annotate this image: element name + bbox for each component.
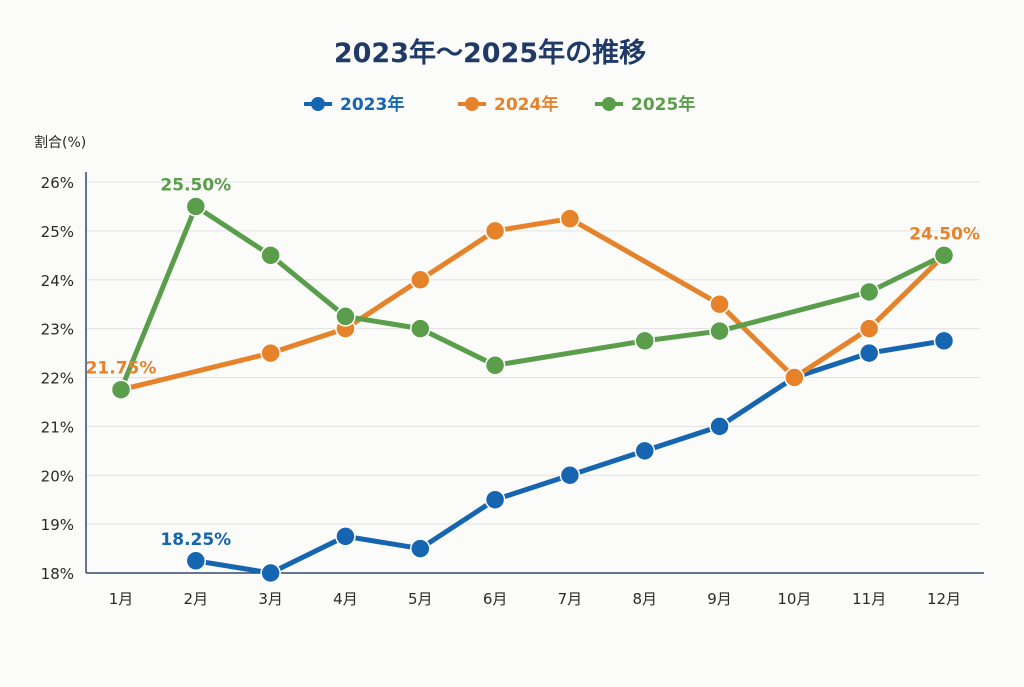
- legend-marker: [602, 97, 616, 111]
- legend: 2023年 2024年 2025年: [304, 94, 695, 115]
- x-tick-label: 6月: [483, 590, 508, 608]
- data-point: [410, 269, 431, 290]
- y-tick-labels: 18% 19% 20% 21% 22% 23% 24% 25% 26%: [41, 174, 74, 583]
- data-point: [484, 489, 506, 510]
- series-line: [193, 338, 947, 576]
- x-tick-label: 12月: [927, 590, 961, 608]
- x-tick-label: 3月: [258, 590, 283, 608]
- series-line: [118, 216, 947, 393]
- y-tick-label: 19%: [41, 516, 74, 534]
- data-point: [709, 416, 730, 437]
- y-tick-label: 18%: [41, 565, 74, 583]
- data-point: [634, 330, 655, 352]
- data-point: [484, 220, 506, 242]
- data-point: [410, 538, 431, 559]
- data-point: [559, 208, 581, 229]
- data-point: [185, 196, 207, 217]
- data-point: [634, 440, 655, 462]
- data-point: [858, 318, 880, 339]
- x-tick-label: 4月: [333, 590, 358, 608]
- x-tick-label: 7月: [558, 590, 583, 608]
- data-label: 24.50%: [909, 224, 980, 244]
- data-point: [260, 562, 281, 584]
- y-tick-label: 24%: [41, 272, 74, 290]
- x-tick-label: 11月: [852, 590, 886, 608]
- y-tick-label: 23%: [41, 321, 74, 339]
- legend-item-1: 2023年: [304, 94, 404, 115]
- y-axis-label: 割合(%): [34, 134, 86, 151]
- series-line: [118, 203, 947, 393]
- data-point: [933, 330, 955, 352]
- data-point: [335, 306, 356, 327]
- legend-marker: [311, 97, 325, 111]
- data-label: 18.25%: [160, 530, 231, 550]
- legend-item-3: 2025年: [595, 94, 695, 115]
- y-tick-label: 22%: [41, 370, 74, 388]
- y-tick-label: 21%: [41, 418, 74, 436]
- legend-label: 2025年: [631, 94, 695, 115]
- data-point: [784, 367, 805, 388]
- x-tick-label: 5月: [408, 590, 433, 608]
- x-tick-labels: 1月 2月 3月 4月 5月 6月 7月 8月 9月 10月 11月 12月: [109, 590, 961, 608]
- data-label: 25.50%: [160, 175, 231, 195]
- data-point: [185, 550, 207, 572]
- data-point: [559, 465, 581, 486]
- data-point: [709, 320, 730, 342]
- series-1: [185, 330, 955, 584]
- axes: [85, 172, 984, 574]
- legend-label: 2023年: [340, 94, 404, 115]
- legend-item-2: 2024年: [458, 94, 558, 115]
- data-point: [260, 342, 281, 364]
- y-tick-label: 20%: [41, 467, 74, 485]
- data-point: [484, 355, 506, 376]
- y-tick-label: 26%: [41, 174, 74, 192]
- x-tick-label: 2月: [184, 590, 209, 608]
- data-point: [858, 342, 880, 364]
- data-point: [335, 526, 356, 547]
- data-labels: 25.50% 21.75% 18.25% 24.50%: [86, 175, 980, 549]
- series-lines: [110, 196, 955, 584]
- data-point: [110, 379, 132, 400]
- chart-title: 2023年〜2025年の推移: [334, 37, 646, 69]
- data-point: [933, 245, 955, 266]
- y-tick-label: 25%: [41, 223, 74, 241]
- x-tick-label: 9月: [707, 590, 732, 608]
- x-tick-label: 1月: [109, 590, 134, 608]
- x-tick-label: 8月: [632, 590, 657, 608]
- data-point: [858, 281, 880, 303]
- gridlines: [86, 181, 980, 525]
- series-3: [110, 196, 955, 400]
- data-point: [410, 318, 431, 339]
- data-point: [709, 293, 730, 315]
- data-label: 21.75%: [86, 359, 157, 379]
- data-point: [260, 245, 281, 266]
- x-tick-label: 10月: [777, 590, 811, 608]
- legend-label: 2024年: [494, 94, 558, 115]
- legend-marker: [465, 97, 479, 111]
